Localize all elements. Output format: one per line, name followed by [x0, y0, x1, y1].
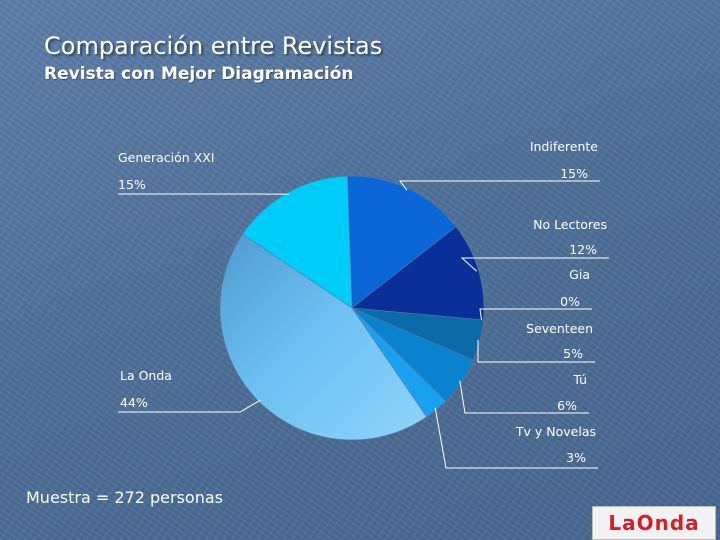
- slice-value-la-onda: 44%: [120, 395, 148, 410]
- slice-value-generacion-xxi: 15%: [118, 177, 146, 192]
- slice-value-no-lectores: 12%: [569, 242, 597, 257]
- slice-label-gia: Gia: [569, 267, 590, 282]
- slice-label-tv-y-novelas: Tv y Novelas: [515, 424, 596, 439]
- slice-value-indiferente: 15%: [560, 166, 588, 181]
- leader-line-la-onda: [118, 399, 261, 413]
- slice-label-indiferente: Indiferente: [530, 139, 598, 154]
- pie-slice-la-onda: [219, 233, 428, 441]
- pie-slices: [219, 175, 485, 441]
- sample-size-note: Muestra = 272 personas: [26, 488, 223, 507]
- slide-title: Comparación entre Revistas: [44, 32, 383, 60]
- pie-slice-generacion-xxi: [242, 175, 353, 309]
- slice-label-tu: Tú: [572, 372, 587, 387]
- slice-label-seventeen: Seventeen: [526, 321, 593, 336]
- leader-line-gia: [479, 308, 592, 320]
- leader-line-indiferente: [399, 180, 600, 191]
- slice-label-la-onda: La Onda: [120, 368, 172, 383]
- slice-value-gia: 0%: [560, 294, 580, 309]
- leader-line-seventeen: [477, 339, 595, 363]
- leader-line-tv-y-novelas: [434, 407, 598, 469]
- slice-labels: Indiferente 15% No Lectores 12% Gia 0% Sevente…: [118, 139, 607, 465]
- slice-label-generacion-xxi: Generación XXI: [118, 150, 215, 165]
- logo-wordmark: LaOnda: [608, 511, 700, 535]
- leader-line-no-lectores: [460, 257, 609, 272]
- pie-slice-no-lectores: [351, 226, 485, 321]
- la-onda-logo: LaOnda: [592, 506, 716, 540]
- slide-subtitle: Revista con Mejor Diagramación: [44, 64, 354, 84]
- leader-line-tu: [459, 380, 589, 414]
- slice-value-tv-y-novelas: 3%: [566, 450, 586, 465]
- slice-value-tu: 6%: [557, 398, 577, 413]
- pie-slice-indiferente: [347, 175, 457, 309]
- leader-lines: [118, 180, 609, 469]
- slice-value-seventeen: 5%: [563, 346, 583, 361]
- slice-label-no-lectores: No Lectores: [533, 217, 607, 232]
